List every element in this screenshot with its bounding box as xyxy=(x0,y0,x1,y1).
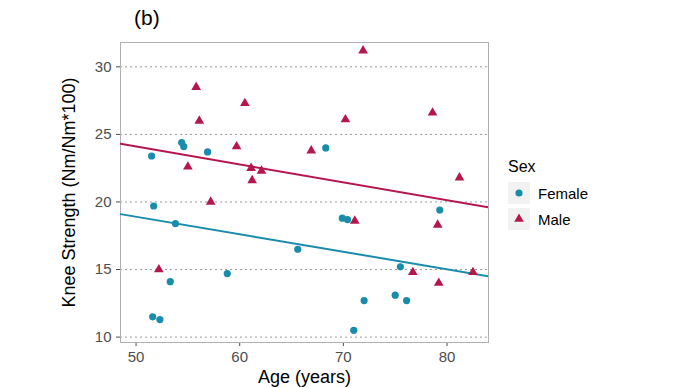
svg-text:80: 80 xyxy=(439,348,456,365)
html-text:(b): (b) xyxy=(134,6,160,29)
svg-text:70: 70 xyxy=(335,348,352,365)
svg-text:30: 30 xyxy=(95,58,112,75)
svg-text:10: 10 xyxy=(95,328,112,345)
svg-text:Age (years): Age (years) xyxy=(258,367,351,387)
svg-text:15: 15 xyxy=(95,260,112,277)
svg-text:50: 50 xyxy=(128,348,145,365)
svg-text:60: 60 xyxy=(231,348,248,365)
svg-text:Knee Strength (Nm/Nm*100): Knee Strength (Nm/Nm*100) xyxy=(59,77,79,307)
svg-text:25: 25 xyxy=(95,125,112,142)
svg-text:20: 20 xyxy=(95,193,112,210)
html-text:Male: Male xyxy=(538,210,571,228)
html-text:Sex: Sex xyxy=(508,158,536,175)
html-text:Female: Female xyxy=(538,184,588,202)
